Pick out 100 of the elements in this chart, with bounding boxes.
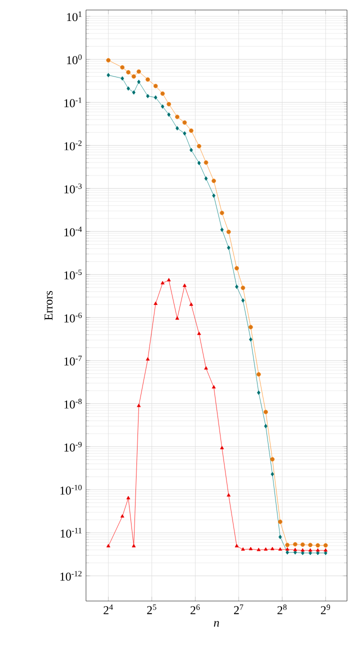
y-tick-label: 10$^{-4}$ — [64, 226, 82, 236]
point — [167, 112, 171, 117]
x-tick-label: 2$^{8}$ — [277, 604, 287, 614]
point — [153, 84, 158, 88]
point — [197, 332, 201, 335]
point — [204, 176, 208, 181]
point — [182, 284, 187, 287]
point — [166, 278, 171, 282]
x-tick-label: 2$^{7}$ — [234, 604, 244, 614]
point — [308, 548, 312, 552]
point — [323, 543, 328, 548]
point — [264, 410, 268, 414]
x-tick-label: 2$^{5}$ — [147, 604, 156, 614]
point — [316, 543, 320, 548]
point — [240, 286, 246, 290]
point — [264, 424, 268, 428]
y-tick-label: 10$^{-9}$ — [64, 442, 82, 452]
point — [166, 102, 172, 106]
point — [278, 520, 282, 524]
point — [226, 246, 230, 250]
point — [212, 178, 216, 184]
point — [220, 228, 224, 232]
point — [241, 547, 245, 551]
point — [270, 457, 275, 462]
y-tick-label: 10$^{-12}$ — [60, 570, 82, 581]
point — [300, 548, 305, 552]
point — [220, 210, 224, 216]
x-tick-label: 2$^{6}$ — [190, 604, 200, 614]
point — [285, 547, 290, 551]
point — [204, 366, 208, 370]
point — [308, 550, 312, 556]
point — [176, 126, 179, 130]
point — [234, 544, 239, 548]
point — [220, 446, 224, 450]
point — [241, 298, 245, 303]
point — [300, 542, 305, 547]
y-tick-label: 10$^{-7}$ — [64, 356, 82, 366]
point — [293, 548, 298, 552]
point — [226, 493, 231, 497]
point — [190, 148, 193, 152]
y-tick-label: 10$^{-1}$ — [64, 98, 82, 108]
point — [146, 94, 150, 98]
point — [136, 404, 141, 408]
y-tick-label: 10$^{1}$ — [67, 11, 82, 22]
point — [212, 193, 216, 198]
point — [212, 385, 216, 388]
point — [324, 548, 328, 552]
x-tick-label: 2$^{4}$ — [104, 604, 113, 614]
point — [324, 550, 328, 556]
point — [175, 316, 180, 320]
point — [292, 542, 298, 546]
y-tick-label: 10$^{-8}$ — [64, 398, 82, 409]
y-tick-label: 10$^{-10}$ — [60, 484, 82, 495]
point — [248, 324, 253, 330]
point — [132, 90, 136, 95]
point — [308, 542, 313, 548]
y-tick-label: 10$^{-2}$ — [64, 140, 82, 150]
point — [286, 550, 290, 555]
point — [136, 69, 141, 74]
point — [226, 230, 231, 234]
point — [293, 550, 297, 555]
point — [278, 547, 282, 551]
point — [256, 548, 261, 552]
y-axis-title: Errors — [44, 291, 53, 320]
point — [264, 547, 268, 551]
y-tick-label: 10$^{-3}$ — [64, 184, 82, 194]
point — [154, 302, 158, 305]
point — [316, 548, 320, 552]
point — [137, 80, 140, 84]
point — [256, 390, 260, 395]
point — [285, 542, 290, 548]
point — [182, 120, 187, 125]
y-tick-label: 10$^{-5}$ — [64, 270, 82, 280]
point — [235, 284, 238, 289]
point — [160, 280, 165, 284]
point — [204, 160, 208, 165]
point — [132, 74, 136, 79]
y-tick-label: 10$^{0}$ — [67, 54, 82, 64]
point — [234, 266, 239, 270]
point — [189, 302, 194, 306]
point — [160, 104, 164, 109]
y-tick-label: 10$^{-6}$ — [64, 312, 82, 322]
y-tick-label: 10$^{-11}$ — [60, 528, 82, 538]
point — [146, 77, 150, 82]
point — [278, 534, 282, 540]
point — [160, 91, 165, 96]
point — [270, 546, 274, 550]
x-axis-title: n — [214, 621, 219, 627]
point — [249, 337, 252, 342]
point — [175, 114, 180, 120]
x-tick-label: 2$^{9}$ — [320, 604, 330, 614]
point — [189, 128, 194, 133]
point — [197, 160, 201, 166]
point — [182, 131, 186, 136]
point — [256, 372, 261, 377]
point — [196, 144, 202, 148]
point — [300, 550, 304, 556]
point — [146, 357, 150, 361]
point — [270, 472, 274, 476]
point — [154, 95, 158, 100]
